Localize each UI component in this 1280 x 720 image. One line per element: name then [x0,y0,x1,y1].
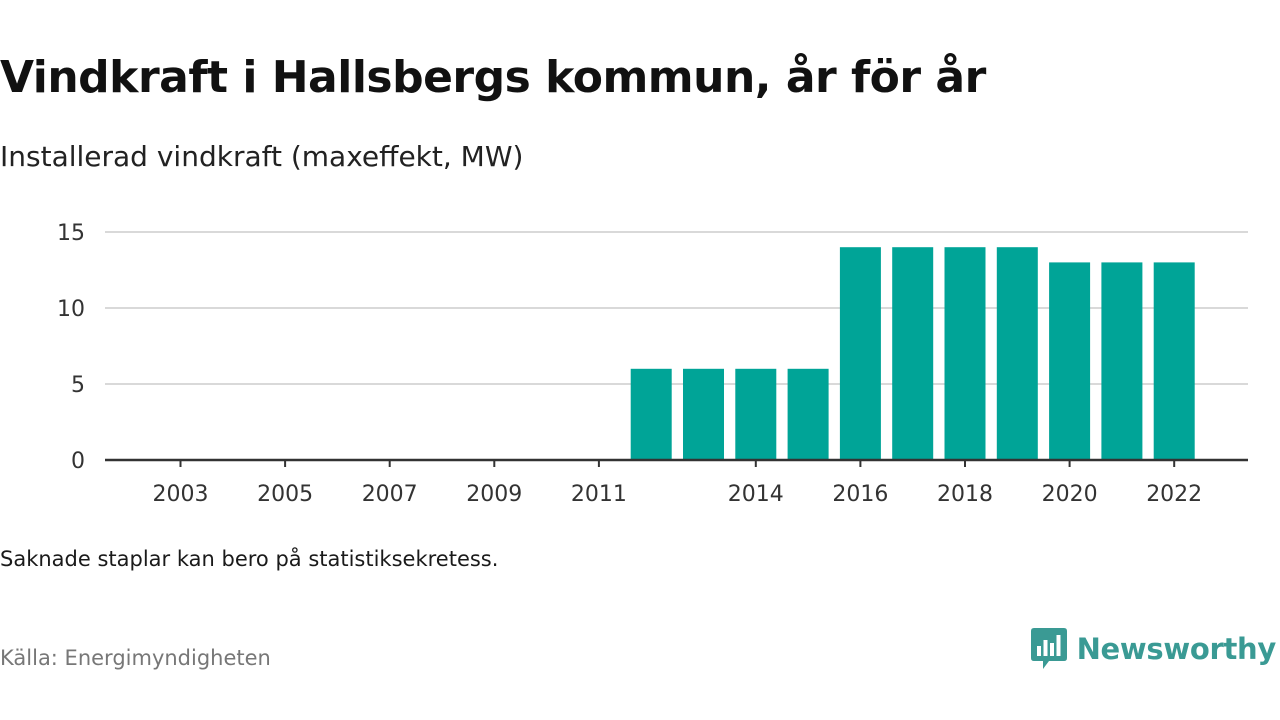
footnote: Saknade staplar kan bero på statistiksek… [0,547,499,571]
y-tick-label: 5 [71,373,85,398]
bar-2012 [630,368,672,460]
x-tick-label: 2020 [1042,482,1098,507]
bar-2020 [1049,262,1091,460]
bar-2015 [787,368,829,460]
y-tick-label: 0 [71,449,85,474]
bar-2017 [892,247,934,460]
bar-2016 [839,247,881,460]
bar-2014 [735,368,777,460]
bar-chart: 0 5 10 15 2003 2005 2007 2009 2011 2014 2016 2018 20… [57,221,1248,507]
bar-2018 [944,247,986,460]
bar-2021 [1101,262,1143,460]
source-credit: Källa: Energimyndigheten [0,646,271,670]
x-tick-label: 2007 [362,482,418,507]
x-tick-label: 2018 [937,482,993,507]
x-tick-label: 2005 [257,482,313,507]
y-tick-label: 15 [57,221,85,246]
chart-subtitle: Installerad vindkraft (maxeffekt, MW) [0,140,524,173]
x-tick-label: 2014 [728,482,784,507]
brand-logo: Newsworthy [1030,628,1277,670]
bar-2022 [1153,262,1195,460]
x-tick-label: 2022 [1146,482,1202,507]
chart-title: Vindkraft i Hallsbergs kommun, år för år [0,52,986,103]
bar-2013 [683,368,724,460]
x-tick-label: 2016 [832,482,888,507]
x-tick-label: 2003 [153,482,209,507]
x-tick-label: 2009 [466,482,522,507]
x-tick-label: 2011 [571,482,627,507]
bar-2019 [996,247,1038,460]
y-tick-label: 10 [57,297,85,322]
bar-chart-speech-bubble-icon [1030,628,1067,669]
brand-name: Newsworthy [1076,632,1277,666]
